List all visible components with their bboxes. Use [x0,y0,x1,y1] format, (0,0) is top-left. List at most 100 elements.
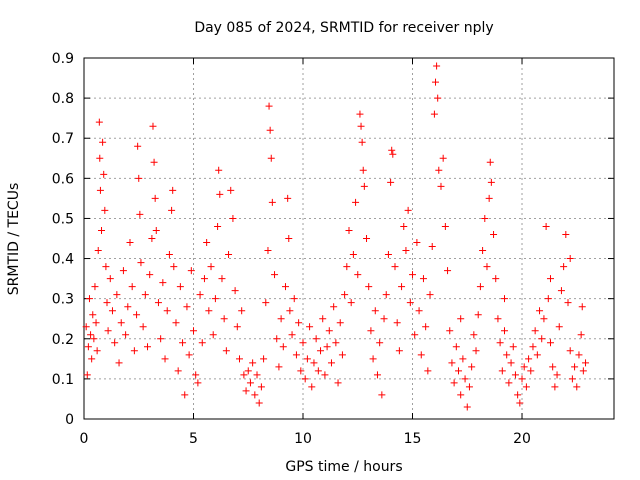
data-point [564,299,572,307]
data-point [93,347,101,355]
data-point [157,335,165,343]
data-point [273,335,281,343]
data-point [148,235,156,242]
data-point [483,263,491,271]
data-point [262,299,270,307]
data-point [455,367,463,375]
x-tick-label: 15 [404,431,422,447]
data-point [343,263,351,271]
data-point [388,146,396,154]
data-point [231,287,239,295]
data-point [154,299,162,307]
data-point [505,379,513,387]
data-point [338,351,346,359]
data-point [119,267,127,275]
data-point [536,307,544,315]
data-point [573,383,581,391]
data-point [89,311,97,319]
data-point [244,367,252,375]
data-point [214,222,222,230]
data-point [88,355,96,363]
data-point [128,283,136,291]
data-point [514,391,522,399]
data-point [242,387,250,395]
data-point [330,303,338,311]
data-point [292,351,300,359]
x-tick-label: 5 [189,431,198,447]
data-point [507,359,515,367]
data-point [457,391,465,399]
data-point [486,158,494,166]
data-point [411,331,419,339]
data-point [135,174,143,182]
data-point [441,222,449,230]
data-point [327,359,335,367]
y-tick-label: 0.3 [52,292,74,308]
data-point [433,62,441,70]
data-point [267,154,275,162]
data-point [551,383,559,391]
data-point [527,367,535,375]
x-tick-label: 10 [294,431,312,447]
data-point [215,166,223,174]
data-point [332,339,340,347]
data-point [356,110,364,118]
data-point [557,287,565,295]
data-point [387,178,395,186]
data-point [295,319,303,327]
data-point [321,371,329,379]
data-point [522,383,530,391]
data-point [336,319,344,327]
data-point [268,198,276,206]
y-tick-label: 0.1 [52,372,74,388]
data-point [470,331,478,339]
data-point [91,283,99,291]
data-point [352,198,360,206]
data-point [457,315,465,323]
data-point [349,251,357,259]
data-point [487,178,495,186]
data-point [430,110,438,118]
data-point [500,295,508,303]
axis-ticks: 0 0.1 0.2 0.3 0.4 0.5 0.6 0.7 0.8 0.9 0 5 10 15 20 [52,51,614,447]
data-point [218,275,226,283]
data-point [176,283,184,291]
data-point [255,399,263,407]
data-point [492,275,500,283]
data-point [533,351,541,359]
data-point [83,371,91,379]
data-point [285,235,293,242]
data-point [207,263,215,271]
data-point [139,323,147,331]
data-point [363,235,371,242]
data-point [194,379,202,387]
data-point [323,343,331,351]
data-point [575,351,583,359]
data-point [365,283,373,291]
data-point [516,399,524,407]
data-point [82,323,90,331]
data-point [85,295,93,303]
data-point [265,102,273,110]
data-point [297,367,305,375]
data-point [209,331,217,339]
data-point [428,243,436,251]
data-point [96,154,104,162]
data-point [200,275,208,283]
data-point [566,255,574,263]
data-point [181,391,189,399]
data-point [354,271,362,279]
data-point [476,283,484,291]
y-tick-label: 0.6 [52,171,74,187]
data-point [102,263,110,271]
data-point [391,263,399,271]
data-point [448,359,456,367]
data-point [577,331,585,339]
data-point [500,327,508,335]
data-point [310,359,318,367]
data-point [452,343,460,351]
data-point [115,359,123,367]
y-tick-label: 0.9 [52,51,74,67]
data-point [151,194,159,202]
